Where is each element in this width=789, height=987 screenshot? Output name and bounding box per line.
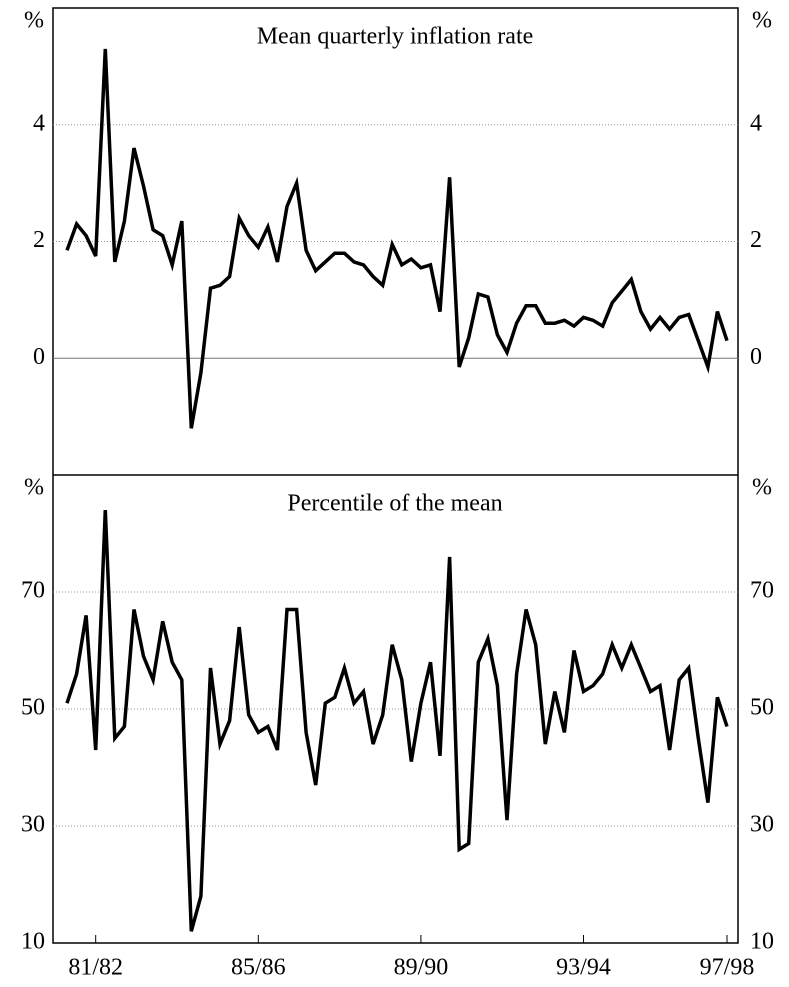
y-tick-label-right: 4 [750,110,762,136]
y-tick-label-right: 70 [750,578,774,604]
y-tick-label-right: 50 [750,695,774,721]
y-unit-right: % [752,8,772,34]
y-unit-right: % [752,475,772,501]
y-unit-left: % [24,475,44,501]
y-tick-label: 10 [21,929,45,955]
chart-title: Mean quarterly inflation rate [257,24,534,50]
data-line [65,48,729,429]
x-tick-label: 93/94 [556,955,611,981]
chart-title: Percentile of the mean [287,491,502,517]
x-tick-label: 97/98 [700,955,755,981]
x-tick-label: 89/90 [394,955,449,981]
y-tick-label: 2 [33,227,45,253]
y-tick-label: 30 [21,812,45,838]
x-tick-label: 81/82 [68,955,123,981]
y-tick-label: 70 [21,578,45,604]
y-tick-label: 50 [21,695,45,721]
y-tick-label-right: 0 [750,344,762,370]
data-line [65,510,729,932]
y-tick-label-right: 2 [750,227,762,253]
y-unit-left: % [24,8,44,34]
x-tick-label: 85/86 [231,955,286,981]
y-tick-label-right: 10 [750,929,774,955]
y-tick-label: 4 [33,110,45,136]
y-tick-label: 0 [33,344,45,370]
y-tick-label-right: 30 [750,812,774,838]
